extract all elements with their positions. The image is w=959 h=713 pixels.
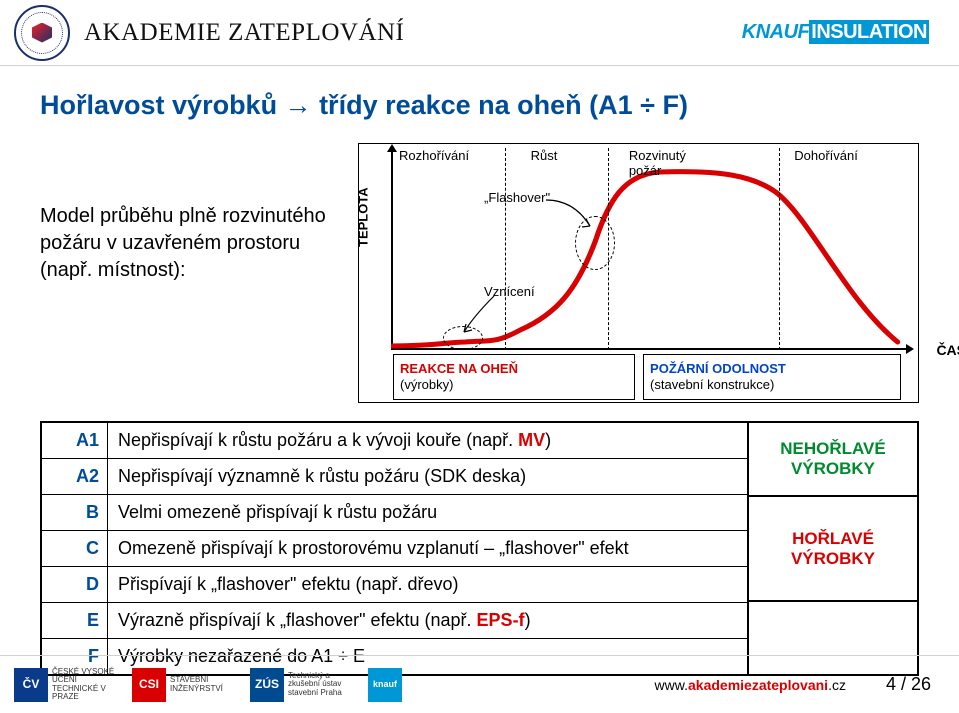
page-number: 4 / 26 (886, 674, 931, 695)
footer-logo: ČVČESKÉ VYSOKÉ UČENÍ TECHNICKÉ V PRAZE (14, 667, 122, 703)
box-reaction: REAKCE NA OHEŇ (výrobky) (393, 354, 635, 400)
phase-3: Rozvinutý požár (629, 148, 719, 178)
footer-logo: CSISTAVEBNÍ INŽENÝRSTVÍ (132, 667, 240, 703)
box-resistance-sub: (stavební konstrukce) (650, 377, 894, 393)
url-post: .cz (828, 677, 846, 693)
header-bar: Akademie Zateplování KNAUFINSULATION (0, 0, 959, 66)
box-resistance-title: POŽÁRNÍ ODOLNOST (650, 361, 894, 377)
brand-title: Akademie Zateplování (84, 19, 404, 47)
footer-logo-icon: CSI (132, 668, 166, 702)
footer-logo: knauf (368, 667, 402, 703)
class-desc: Omezeně přispívají k prostorovému vzplan… (108, 531, 747, 566)
class-label: D (42, 567, 108, 602)
sponsor-logo: KNAUFINSULATION (742, 21, 929, 44)
table-right: NEHOŘLAVÉ VÝROBKYHOŘLAVÉ VÝROBKY (747, 423, 917, 674)
footer-logo-icon: knauf (368, 668, 402, 702)
upper-row: Model průběhu plně rozvinutého požáru v … (40, 143, 919, 403)
class-label: B (42, 495, 108, 530)
footer-right: www.akademiezateplovani.cz 4 / 26 (655, 674, 931, 695)
ignite-circle (443, 326, 483, 350)
table-row: COmezeně přispívají k prostorovému vzpla… (42, 531, 747, 567)
intro-text: Model průběhu plně rozvinutého požáru v … (40, 143, 340, 403)
footer-logo-icon: ČV (14, 668, 48, 702)
class-desc: Nepřispívají významně k růstu požáru (SD… (108, 459, 747, 494)
table-row: EVýrazně přispívají k „flashover" efektu… (42, 603, 747, 639)
fire-chart: TEPLOTA ČAS Rozhořívání Růst Rozvinutý p… (358, 143, 919, 403)
box-reaction-title: REAKCE NA OHEŇ (400, 361, 628, 377)
chart-area: TEPLOTA ČAS Rozhořívání Růst Rozvinutý p… (359, 144, 918, 350)
class-desc: Přispívají k „flashover" efektu (např. d… (108, 567, 747, 602)
phase-2: Růst (531, 148, 558, 163)
table-row: BVelmi omezeně přispívají k růstu požáru (42, 495, 747, 531)
annot-ignite: Vznícení (484, 284, 535, 299)
table-left: A1Nepřispívají k růstu požáru a k vývoji… (42, 423, 747, 674)
class-desc: Nepřispívají k růstu požáru a k vývoji k… (108, 423, 747, 458)
footer-logo-text: Technický a zkušební ústav stavební Prah… (288, 672, 358, 697)
class-desc: Výrazně přispívají k „flashover" efektu … (108, 603, 747, 638)
page-title: Hořlavost výrobků → třídy reakce na oheň… (40, 90, 919, 121)
class-desc-highlight: EPS-f (477, 610, 525, 630)
annot-flashover: „Flashover" (484, 190, 550, 205)
chart-bottom-boxes: REAKCE NA OHEŇ (výrobky) POŽÁRNÍ ODOLNOS… (393, 354, 908, 400)
footer-logo: ZÚSTechnický a zkušební ústav stavební P… (250, 667, 358, 703)
class-label: A2 (42, 459, 108, 494)
box-resistance: POŽÁRNÍ ODOLNOST (stavební konstrukce) (643, 354, 901, 400)
chart-ylabel: TEPLOTA (356, 187, 371, 247)
class-label: E (42, 603, 108, 638)
footer-logos: ČVČESKÉ VYSOKÉ UČENÍ TECHNICKÉ V PRAZE CS… (14, 667, 402, 703)
class-desc-highlight: MV (518, 430, 545, 450)
url-pre: www. (655, 677, 688, 693)
academy-seal-icon (14, 5, 70, 61)
logo-left-group: Akademie Zateplování (14, 5, 404, 61)
content-area: Hořlavost výrobků → třídy reakce na oheň… (40, 90, 919, 676)
sponsor-b: INSULATION (809, 20, 929, 44)
phase-1: Rozhořívání (399, 148, 469, 163)
category-cell: NEHOŘLAVÉ VÝROBKY (749, 423, 917, 497)
phase-4: Dohořívání (794, 148, 858, 163)
footer-logo-text: ČESKÉ VYSOKÉ UČENÍ TECHNICKÉ V PRAZE (52, 668, 122, 702)
class-label: A1 (42, 423, 108, 458)
url-hl: akademiezateplovani (688, 677, 828, 693)
flash-circle (575, 216, 615, 270)
category-cell: HOŘLAVÉ VÝROBKY (749, 497, 917, 603)
table-row: A2Nepřispívají významně k růstu požáru (… (42, 459, 747, 495)
footer-url: www.akademiezateplovani.cz (655, 677, 846, 693)
fire-class-table: A1Nepřispívají k růstu požáru a k vývoji… (40, 421, 919, 676)
class-label: C (42, 531, 108, 566)
table-row: A1Nepřispívají k růstu požáru a k vývoji… (42, 423, 747, 459)
sponsor-a: KNAUF (742, 21, 810, 43)
chart-xlabel: ČAS (936, 342, 959, 358)
box-reaction-sub: (výrobky) (400, 377, 628, 393)
annot-flashover-text: „Flashover" (484, 190, 550, 205)
table-row: DPřispívají k „flashover" efektu (např. … (42, 567, 747, 603)
footer-bar: ČVČESKÉ VYSOKÉ UČENÍ TECHNICKÉ V PRAZE CS… (0, 655, 959, 713)
footer-logo-icon: ZÚS (250, 668, 284, 702)
class-desc: Velmi omezeně přispívají k růstu požáru (108, 495, 747, 530)
footer-logo-text: STAVEBNÍ INŽENÝRSTVÍ (170, 676, 240, 693)
chart-vline-3 (779, 148, 780, 350)
